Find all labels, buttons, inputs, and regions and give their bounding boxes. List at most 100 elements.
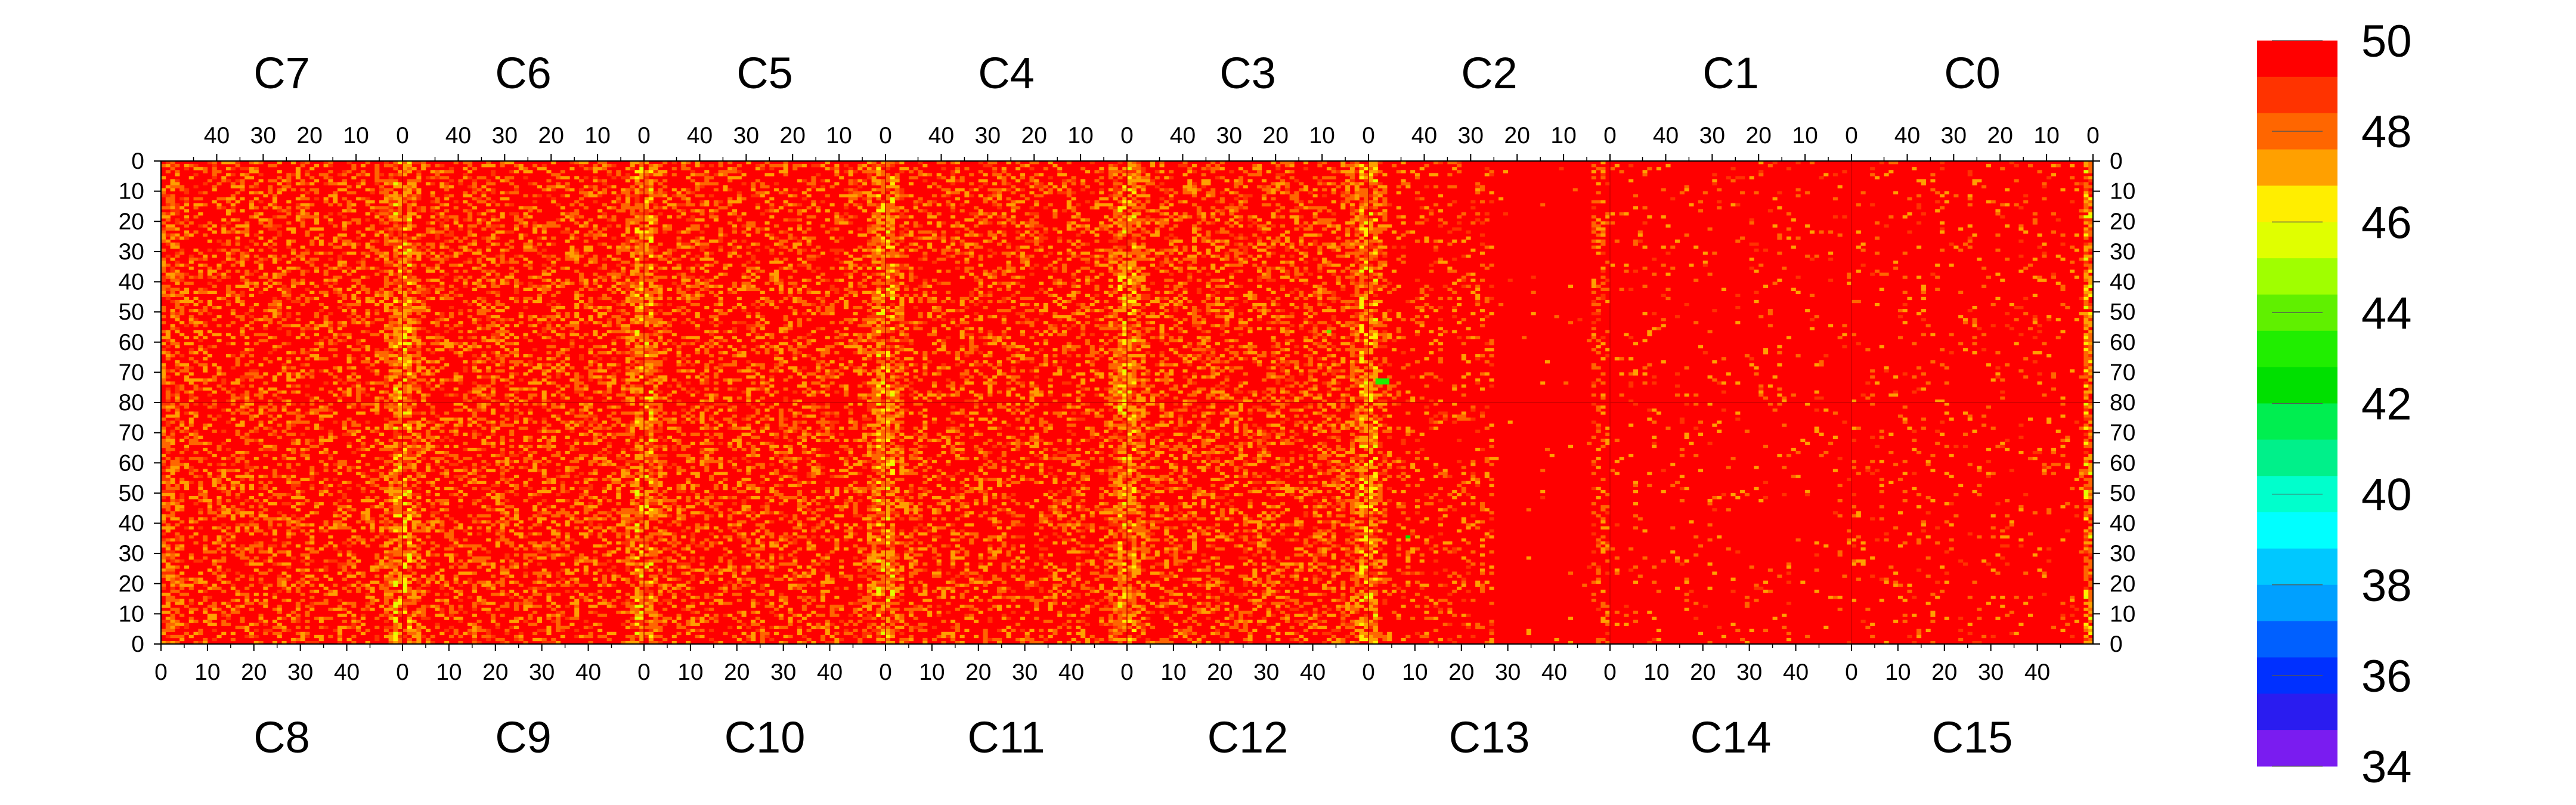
heatmap-cell xyxy=(281,562,287,566)
heatmap-cell xyxy=(175,164,180,168)
heatmap-cell xyxy=(281,363,287,367)
heatmap-cell xyxy=(528,245,533,249)
heatmap-cell xyxy=(476,447,482,451)
heatmap-cell xyxy=(383,626,389,629)
heatmap-cell xyxy=(253,333,259,336)
heatmap-cell xyxy=(407,396,412,400)
heatmap-cell xyxy=(430,296,435,301)
heatmap-cell xyxy=(221,248,227,252)
heatmap-cell xyxy=(518,233,524,237)
heatmap-cell xyxy=(360,441,366,445)
heatmap-cell xyxy=(495,176,500,179)
heatmap-cell xyxy=(490,408,496,412)
heatmap-cell xyxy=(161,206,166,210)
heatmap-cell xyxy=(291,526,296,530)
heatmap-cell xyxy=(407,532,412,536)
heatmap-cell xyxy=(398,444,403,448)
heatmap-cell xyxy=(258,248,264,252)
heatmap-cell xyxy=(500,258,505,261)
heatmap-cell xyxy=(444,499,450,503)
heatmap-cell xyxy=(504,408,510,412)
heatmap-cell xyxy=(393,218,398,222)
heatmap-cell xyxy=(435,478,440,481)
heatmap-cell xyxy=(448,315,454,318)
heatmap-cell xyxy=(407,478,412,481)
heatmap-cell xyxy=(337,463,343,466)
heatmap-cell xyxy=(207,463,212,466)
heatmap-cell xyxy=(476,454,482,457)
heatmap-cell xyxy=(402,227,408,231)
heatmap-cell xyxy=(411,611,417,614)
heatmap-cell xyxy=(300,302,305,306)
heatmap-cell xyxy=(188,432,194,436)
heatmap-cell xyxy=(411,553,417,557)
heatmap-cell xyxy=(435,608,440,611)
heatmap-cell xyxy=(379,206,385,210)
heatmap-cell xyxy=(416,351,422,355)
heatmap-cell xyxy=(226,197,231,201)
heatmap-cell xyxy=(370,408,375,412)
heatmap-cell xyxy=(411,354,417,358)
heatmap-cell xyxy=(360,339,366,343)
heatmap-cell xyxy=(416,538,422,542)
heatmap-cell xyxy=(212,602,217,605)
heatmap-cell xyxy=(193,541,199,545)
heatmap-cell xyxy=(165,451,171,454)
heatmap-cell xyxy=(393,345,398,349)
heatmap-cell xyxy=(184,369,190,373)
heatmap-cell xyxy=(175,330,180,333)
heatmap-cell xyxy=(295,631,301,636)
heatmap-cell xyxy=(351,191,357,194)
heatmap-cell xyxy=(532,194,538,198)
heatmap-cell xyxy=(388,496,394,500)
heatmap-cell xyxy=(393,384,398,388)
heatmap-cell xyxy=(216,239,222,243)
heatmap-cell xyxy=(295,182,301,185)
heatmap-cell xyxy=(212,571,217,575)
heatmap-cell xyxy=(356,182,361,185)
heatmap-cell xyxy=(193,167,199,171)
heatmap-cell xyxy=(216,444,222,448)
heatmap-cell xyxy=(393,454,398,457)
heatmap-cell xyxy=(435,435,440,439)
heatmap-cell xyxy=(476,267,482,270)
heatmap-cell xyxy=(411,258,417,261)
heatmap-cell xyxy=(263,426,268,430)
heatmap-cell xyxy=(323,568,329,572)
heatmap-cell xyxy=(458,605,463,608)
heatmap-cell xyxy=(221,611,227,614)
heatmap-cell xyxy=(175,508,180,512)
heatmap-cell xyxy=(263,339,268,343)
heatmap-cell xyxy=(188,617,194,620)
heatmap-cell xyxy=(435,324,440,327)
heatmap-cell xyxy=(370,505,375,509)
heatmap-cell xyxy=(472,188,477,191)
heatmap-cell xyxy=(472,478,477,481)
heatmap-cell xyxy=(281,209,287,213)
heatmap-cell xyxy=(383,423,389,427)
heatmap-cell xyxy=(360,472,366,475)
heatmap-cell xyxy=(416,562,422,566)
heatmap-cell xyxy=(486,611,491,614)
heatmap-cell xyxy=(212,628,217,633)
heatmap-cell xyxy=(481,387,487,391)
heatmap-cell xyxy=(244,562,250,566)
heatmap-cell xyxy=(407,345,412,349)
heatmap-cell xyxy=(244,351,250,355)
heatmap-cell xyxy=(388,631,394,636)
heatmap-cell xyxy=(351,309,357,312)
heatmap-cell xyxy=(448,194,454,198)
heatmap-cell xyxy=(258,387,264,391)
heatmap-cell xyxy=(272,631,278,636)
heatmap-cell xyxy=(383,628,389,633)
heatmap-cell xyxy=(170,194,175,198)
heatmap-cell xyxy=(393,296,398,301)
heatmap-cell xyxy=(165,345,171,349)
heatmap-cell xyxy=(179,623,185,626)
heatmap-cell xyxy=(165,333,171,336)
heatmap-cell xyxy=(398,454,403,457)
heatmap-cell xyxy=(421,523,426,527)
heatmap-cell xyxy=(439,387,445,391)
heatmap-cell xyxy=(277,230,282,234)
heatmap-cell xyxy=(425,336,431,339)
